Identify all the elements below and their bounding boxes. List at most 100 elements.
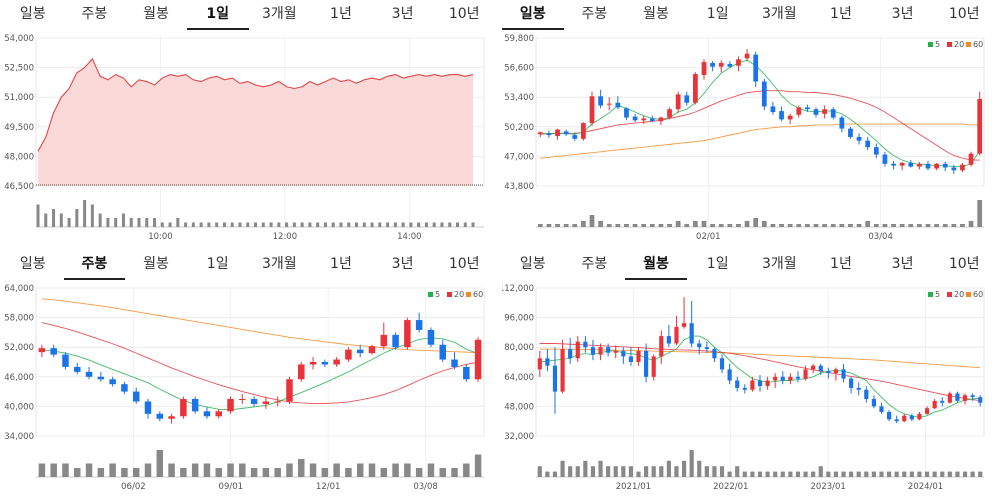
tab-5[interactable]: 1년 bbox=[330, 6, 352, 22]
volume-bar bbox=[286, 463, 293, 477]
volume-bar bbox=[59, 213, 63, 227]
tab-7[interactable]: 10년 bbox=[948, 256, 980, 272]
candle-body bbox=[960, 164, 965, 171]
tab-3[interactable]: 1일 bbox=[186, 0, 249, 30]
volume-bar bbox=[697, 460, 702, 477]
candle-body bbox=[770, 106, 776, 112]
tab-0[interactable]: 일봉 bbox=[19, 6, 46, 22]
volume-bar bbox=[239, 463, 246, 477]
tab-1[interactable]: 주봉 bbox=[581, 6, 608, 22]
volume-bar bbox=[818, 466, 823, 477]
volume-bar bbox=[292, 222, 296, 227]
volume-bar bbox=[199, 222, 203, 227]
volume-bar bbox=[52, 209, 56, 227]
candle-body bbox=[250, 399, 258, 404]
volume-bar bbox=[333, 463, 340, 477]
volume-bar bbox=[962, 471, 968, 477]
tab-2[interactable]: 월봉 bbox=[625, 250, 687, 280]
tab-2[interactable]: 월봉 bbox=[643, 6, 669, 22]
candle-body bbox=[659, 336, 664, 357]
candle-body bbox=[773, 376, 778, 381]
tab-3[interactable]: 1일 bbox=[706, 6, 729, 22]
candle-body bbox=[636, 350, 641, 362]
tab-3[interactable]: 1일 bbox=[706, 256, 729, 272]
candle-body bbox=[830, 109, 836, 118]
volume-bar bbox=[742, 471, 747, 477]
volume-bar bbox=[74, 468, 81, 477]
tab-6[interactable]: 3년 bbox=[391, 6, 414, 22]
volume-bar bbox=[345, 468, 352, 477]
price-line bbox=[37, 57, 474, 152]
candle-body bbox=[917, 163, 922, 167]
tab-7[interactable]: 10년 bbox=[448, 6, 480, 22]
volume-bar bbox=[563, 224, 569, 227]
tab-1[interactable]: 주봉 bbox=[63, 250, 126, 280]
y-tick-label: 64,000 bbox=[504, 373, 534, 383]
tab-6[interactable]: 3년 bbox=[391, 256, 414, 272]
tab-5[interactable]: 1년 bbox=[330, 256, 352, 272]
candle-body bbox=[274, 401, 281, 403]
tab-1[interactable]: 주봉 bbox=[581, 256, 608, 272]
x-tick-label: 12:00 bbox=[273, 232, 298, 242]
tab-0[interactable]: 일봉 bbox=[19, 256, 46, 272]
volume-bar bbox=[262, 468, 270, 477]
tab-2[interactable]: 월봉 bbox=[143, 6, 169, 22]
tab-0[interactable]: 일봉 bbox=[519, 256, 546, 272]
volume-bar bbox=[114, 218, 118, 227]
tab-4[interactable]: 3개월 bbox=[261, 6, 297, 22]
candle-body bbox=[856, 387, 861, 390]
tab-6[interactable]: 3년 bbox=[891, 6, 914, 22]
volume-bar bbox=[667, 224, 672, 227]
candle-body bbox=[298, 364, 305, 380]
candle-body bbox=[805, 107, 810, 110]
volume-bar bbox=[813, 224, 819, 227]
volume-bar bbox=[727, 224, 733, 227]
candle-body bbox=[882, 154, 888, 164]
volume-bar bbox=[168, 463, 175, 477]
candle-body bbox=[712, 349, 717, 359]
candle-body bbox=[899, 162, 905, 166]
volume-bar bbox=[590, 466, 596, 477]
candle-body bbox=[779, 111, 784, 120]
tab-4[interactable]: 3개월 bbox=[761, 256, 797, 272]
candle-body bbox=[439, 344, 446, 360]
volume-bar bbox=[925, 224, 931, 227]
candle-body bbox=[689, 323, 694, 344]
volume-bar bbox=[894, 471, 899, 477]
volume-bar bbox=[160, 222, 164, 227]
volume-bar bbox=[701, 221, 707, 227]
candle-body bbox=[368, 346, 376, 354]
tab-3[interactable]: 1일 bbox=[206, 256, 229, 272]
tab-2[interactable]: 월봉 bbox=[143, 256, 169, 272]
tab-7[interactable]: 10년 bbox=[448, 256, 480, 272]
tab-7[interactable]: 10년 bbox=[948, 6, 980, 22]
tab-0[interactable]: 일봉 bbox=[502, 0, 564, 30]
volume-bar bbox=[121, 468, 128, 477]
candle-body bbox=[796, 107, 802, 115]
candle-body bbox=[568, 349, 573, 359]
volume-bar bbox=[62, 463, 69, 477]
volume-bar bbox=[537, 224, 543, 227]
tab-5[interactable]: 1년 bbox=[830, 256, 852, 272]
y-tick-label: 48,000 bbox=[4, 152, 34, 162]
candle-body bbox=[735, 380, 740, 388]
x-tick-label: 06/02 bbox=[121, 482, 146, 492]
candle-body bbox=[934, 163, 939, 169]
tab-5[interactable]: 1년 bbox=[830, 6, 852, 22]
candle-body bbox=[902, 415, 907, 422]
volume-bar bbox=[368, 463, 376, 477]
volume-bar bbox=[575, 466, 580, 477]
candle-body bbox=[628, 356, 634, 362]
tab-4[interactable]: 3개월 bbox=[761, 6, 797, 22]
y-tick-label: 34,000 bbox=[4, 432, 34, 442]
candle-body bbox=[109, 379, 116, 385]
x-tick-label: 2022/01 bbox=[713, 482, 748, 492]
volume-bar bbox=[448, 222, 452, 227]
tab-4[interactable]: 3개월 bbox=[261, 256, 297, 272]
volume-bar bbox=[386, 222, 390, 227]
tab-1[interactable]: 주봉 bbox=[81, 6, 108, 22]
candle-body bbox=[886, 411, 892, 420]
volume-bar bbox=[180, 468, 187, 477]
volume-bar bbox=[378, 222, 382, 227]
tab-6[interactable]: 3년 bbox=[891, 256, 914, 272]
